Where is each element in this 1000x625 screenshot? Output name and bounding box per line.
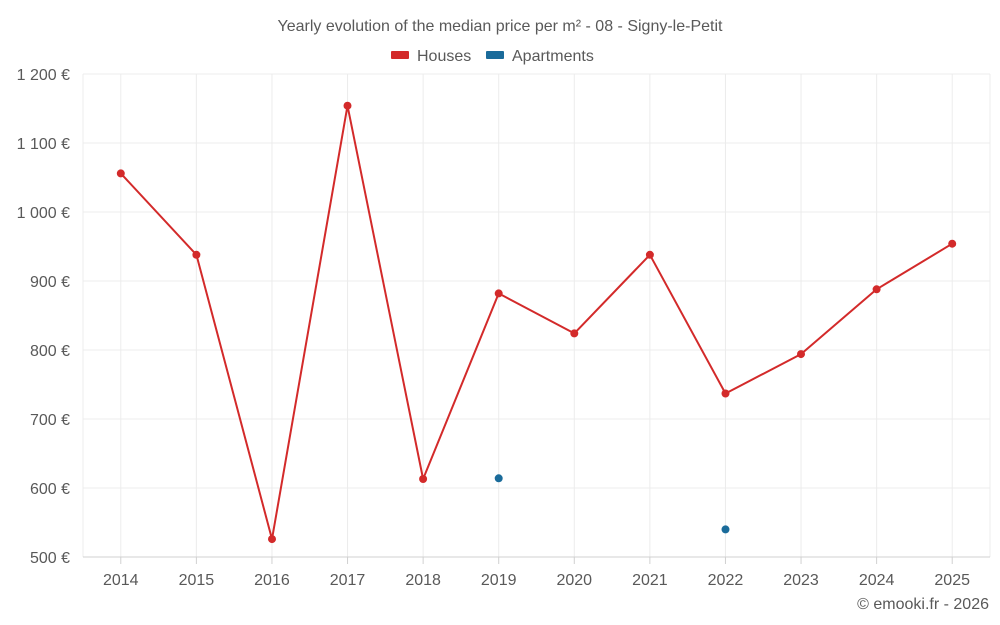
y-tick-label: 1 100 € — [17, 136, 70, 153]
y-tick-label: 700 € — [30, 412, 70, 429]
x-tick-label: 2024 — [859, 572, 895, 589]
x-tick-label: 2020 — [556, 572, 592, 589]
x-tick-label: 2018 — [405, 572, 441, 589]
legend-swatch-apartments — [486, 51, 504, 59]
series-houses — [116, 101, 957, 544]
x-axis-ticks: 2014 2015 2016 2017 2018 2019 2020 2021 2022 2023… — [103, 572, 970, 589]
grid — [82, 73, 991, 557]
data-point-houses-2020[interactable] — [570, 329, 579, 338]
x-tick-label: 2025 — [934, 572, 970, 589]
series-apartments — [494, 474, 730, 534]
x-tick-label: 2016 — [254, 572, 290, 589]
data-point-houses-2025[interactable] — [948, 239, 957, 248]
data-point-houses-2014[interactable] — [116, 169, 125, 178]
data-point-apartments-2019[interactable] — [494, 474, 503, 483]
series — [116, 101, 957, 544]
legend-label-apartments: Apartments — [512, 48, 594, 65]
x-tick-label: 2023 — [783, 572, 819, 589]
y-tick-label: 800 € — [30, 343, 70, 360]
y-tick-label: 1 000 € — [17, 205, 70, 222]
legend-item-houses[interactable]: Houses — [391, 48, 471, 65]
x-tick-label: 2017 — [330, 572, 366, 589]
y-tick-label: 900 € — [30, 274, 70, 291]
axes — [83, 556, 990, 564]
x-tick-label: 2015 — [179, 572, 215, 589]
legend-item-apartments[interactable]: Apartments — [486, 48, 594, 65]
legend-swatch-houses — [391, 51, 409, 59]
y-tick-label: 600 € — [30, 481, 70, 498]
chart-title: Yearly evolution of the median price per… — [278, 18, 724, 35]
y-axis-ticks: 500 € 600 € 700 € 800 € 900 € 1 000 € 1 100 € 1… — [17, 67, 70, 567]
x-tick-label: 2014 — [103, 572, 139, 589]
data-point-houses-2022[interactable] — [721, 389, 730, 398]
data-point-houses-2023[interactable] — [797, 350, 805, 359]
data-point-houses-2021[interactable] — [645, 250, 654, 259]
data-point-houses-2017[interactable] — [343, 101, 352, 110]
x-tick-label: 2022 — [708, 572, 744, 589]
legend-label-houses: Houses — [417, 48, 471, 65]
series-line-houses — [120, 104, 953, 541]
credit-text: © emooki.fr - 2026 — [857, 596, 989, 613]
y-tick-label: 500 € — [30, 550, 70, 567]
y-tick-label: 1 200 € — [17, 67, 70, 84]
legend: Houses Apartments — [391, 48, 594, 65]
data-point-houses-2018[interactable] — [419, 475, 428, 483]
data-point-apartments-2022[interactable] — [721, 525, 730, 534]
data-point-houses-2024[interactable] — [872, 285, 881, 294]
x-tick-label: 2021 — [632, 572, 668, 589]
data-point-houses-2016[interactable] — [268, 535, 276, 544]
x-tick-label: 2019 — [481, 572, 517, 589]
data-point-houses-2019[interactable] — [494, 289, 503, 298]
data-point-houses-2015[interactable] — [192, 250, 201, 259]
